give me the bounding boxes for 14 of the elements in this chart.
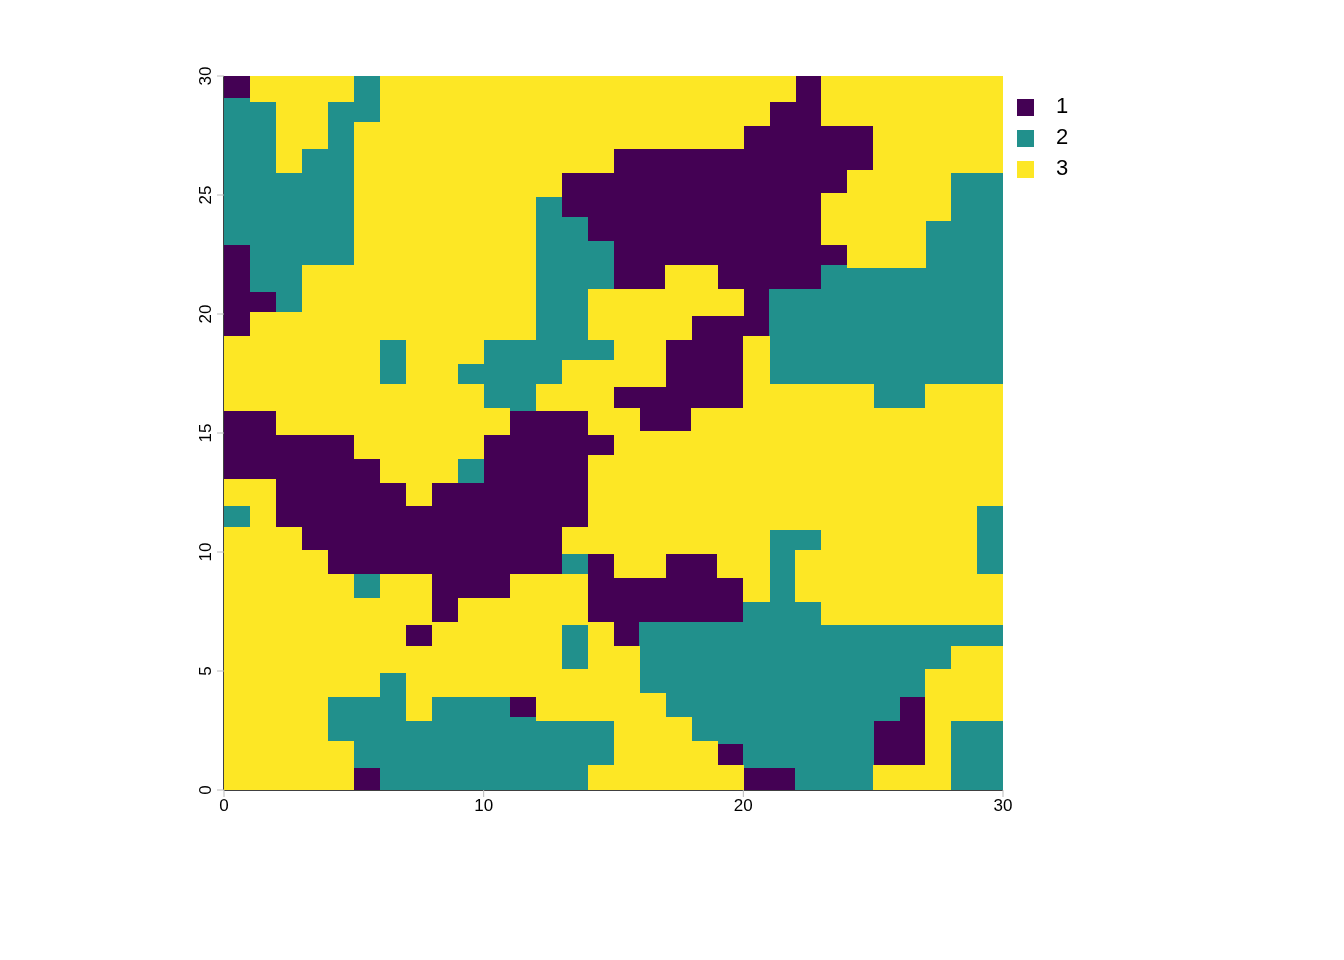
- legend-label: 1: [1056, 93, 1069, 118]
- x-tick-label: 10: [474, 796, 494, 816]
- x-tick-label: 30: [993, 796, 1013, 816]
- y-tick-label: 10: [196, 542, 215, 562]
- legend-label: 3: [1056, 155, 1069, 180]
- y-tick-label: 5: [196, 666, 215, 676]
- y-tick-label: 20: [196, 304, 215, 324]
- x-tick-label: 0: [219, 796, 229, 816]
- y-tick-label: 15: [196, 423, 215, 443]
- x-tick-label: 20: [733, 796, 753, 816]
- legend-label: 2: [1056, 124, 1069, 149]
- y-tick-label: 25: [196, 185, 215, 205]
- y-tick-label: 0: [196, 785, 215, 795]
- y-tick-label: 30: [196, 66, 215, 86]
